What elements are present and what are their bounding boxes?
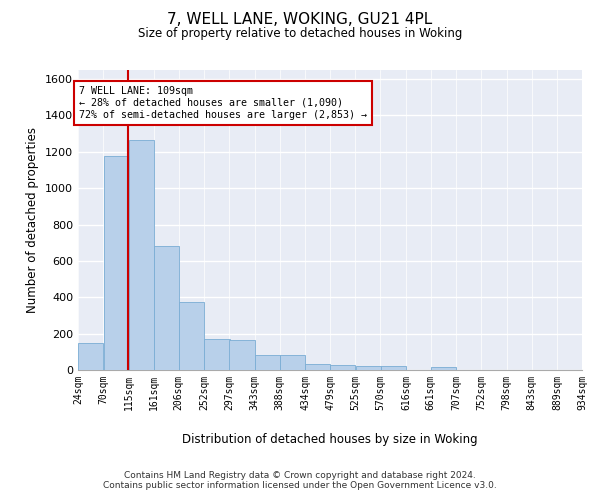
Bar xyxy=(229,340,254,370)
Bar xyxy=(380,366,406,370)
Bar xyxy=(356,366,381,370)
Bar xyxy=(104,156,129,370)
Text: Distribution of detached houses by size in Woking: Distribution of detached houses by size … xyxy=(182,432,478,446)
Bar xyxy=(280,354,305,370)
Bar xyxy=(305,364,331,370)
Bar xyxy=(154,246,179,370)
Bar xyxy=(128,140,154,370)
Bar xyxy=(179,302,204,370)
Y-axis label: Number of detached properties: Number of detached properties xyxy=(26,127,40,313)
Text: Contains HM Land Registry data © Crown copyright and database right 2024.
Contai: Contains HM Land Registry data © Crown c… xyxy=(103,470,497,490)
Bar xyxy=(255,355,280,370)
Text: Size of property relative to detached houses in Woking: Size of property relative to detached ho… xyxy=(138,28,462,40)
Bar xyxy=(78,343,103,370)
Text: 7 WELL LANE: 109sqm
← 28% of detached houses are smaller (1,090)
72% of semi-det: 7 WELL LANE: 109sqm ← 28% of detached ho… xyxy=(79,86,367,120)
Bar xyxy=(431,367,456,370)
Bar xyxy=(205,339,230,370)
Bar xyxy=(330,364,355,370)
Text: 7, WELL LANE, WOKING, GU21 4PL: 7, WELL LANE, WOKING, GU21 4PL xyxy=(167,12,433,28)
